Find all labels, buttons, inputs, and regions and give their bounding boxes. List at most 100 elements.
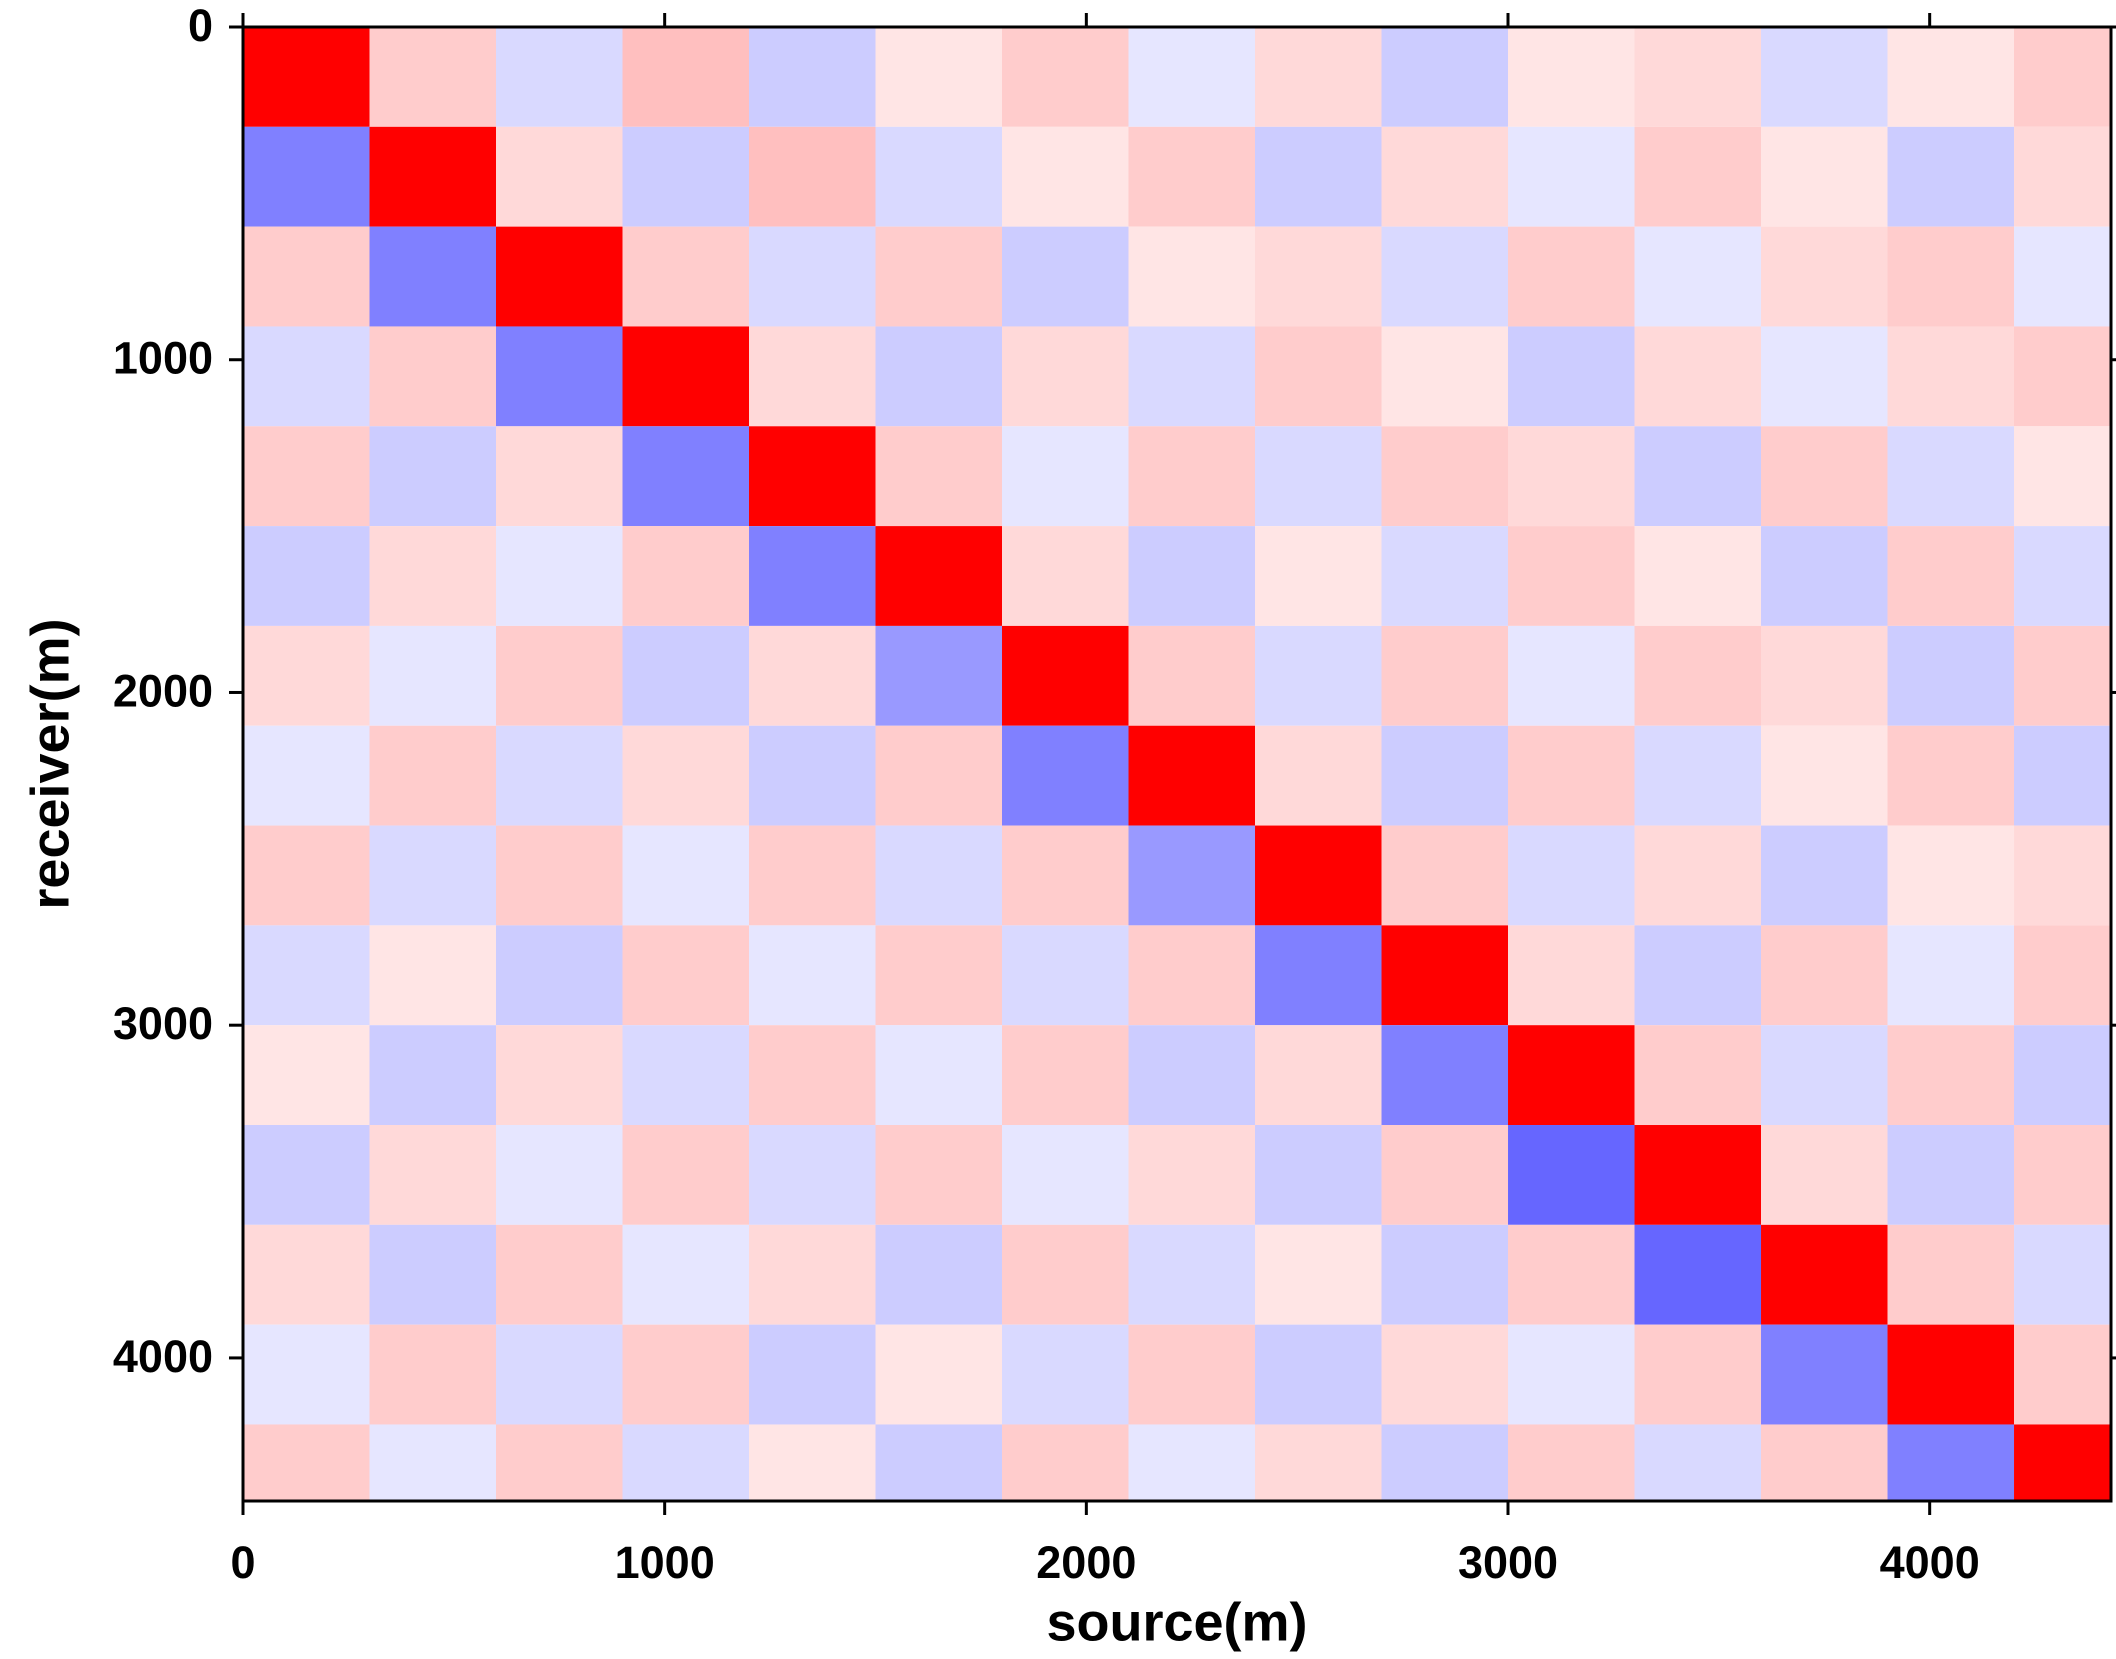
heatmap-cell	[2014, 426, 2111, 527]
heatmap-cell	[1002, 526, 1129, 626]
heatmap-cell	[1381, 526, 1509, 626]
heatmap-cell	[622, 625, 750, 726]
heatmap-cell	[875, 1025, 1003, 1126]
heatmap-cell	[622, 1224, 750, 1325]
plot-frame	[241, 25, 2113, 1503]
heatmap-cell	[1761, 1424, 1888, 1501]
heatmap-cell	[1508, 1125, 1635, 1225]
heatmap-cell	[243, 27, 370, 127]
heatmap-cell	[1128, 126, 1256, 227]
heatmap-cell	[1255, 625, 1382, 726]
heatmap-cell	[1255, 925, 1382, 1026]
heatmap-cell	[1255, 725, 1382, 826]
heatmap-cell	[1508, 226, 1635, 327]
heatmap-cell	[2014, 925, 2111, 1026]
heatmap-cell	[2014, 326, 2111, 427]
heatmap-cell	[1887, 526, 2015, 626]
heatmap-cell	[622, 1424, 750, 1501]
heatmap-cell	[369, 226, 497, 327]
heatmap-cell	[1887, 326, 2015, 427]
heatmap-cell	[1761, 1224, 1888, 1325]
heatmap-cell	[1634, 1424, 1762, 1501]
heatmap-cell	[1887, 1025, 2015, 1126]
heatmap-cell	[875, 1224, 1003, 1325]
heatmap-cell	[622, 27, 750, 127]
heatmap-cell	[1761, 1125, 1888, 1225]
heatmap-cell	[1761, 426, 1888, 527]
heatmap-cell	[1508, 1324, 1635, 1425]
heatmap-cell	[243, 925, 370, 1026]
heatmap-cell	[749, 426, 876, 527]
heatmap-cell	[1381, 27, 1509, 127]
heatmap-cell	[1508, 625, 1635, 726]
heatmap-cell	[1002, 1424, 1129, 1501]
heatmap-cell	[1508, 825, 1635, 926]
heatmap-cell	[1255, 526, 1382, 626]
heatmap-cell	[243, 126, 370, 227]
heatmap-cell	[1128, 526, 1256, 626]
heatmap-cell	[749, 1424, 876, 1501]
heatmap-cell	[622, 1324, 750, 1425]
heatmap-cell	[1508, 1224, 1635, 1325]
heatmap-cell	[1128, 27, 1256, 127]
heatmap-cell	[749, 625, 876, 726]
heatmap-cell	[1761, 625, 1888, 726]
heatmap-cell	[243, 1424, 370, 1501]
heatmap-cell	[1128, 925, 1256, 1026]
heatmap-cell	[496, 625, 623, 726]
y-tick-label: 2000	[113, 665, 213, 716]
heatmap-cell	[1761, 226, 1888, 327]
heatmap-cell	[369, 1224, 497, 1325]
heatmap-cell	[1128, 625, 1256, 726]
heatmap-cell	[622, 426, 750, 527]
heatmap-cell	[1634, 126, 1762, 227]
heatmap-cell	[243, 226, 370, 327]
heatmap-cell	[1381, 1025, 1509, 1126]
heatmap-cell	[243, 1125, 370, 1225]
heatmap-cell	[1002, 1224, 1129, 1325]
heatmap-cell	[622, 326, 750, 427]
heatmap-cell	[1381, 625, 1509, 726]
heatmap-cell	[496, 1224, 623, 1325]
heatmap-cell	[1381, 725, 1509, 826]
heatmap-cell	[1508, 426, 1635, 527]
heatmap-cell	[1002, 326, 1129, 427]
heatmap-cell	[1255, 1025, 1382, 1126]
heatmap-cell	[1508, 126, 1635, 227]
heatmap-cell	[1128, 1424, 1256, 1501]
heatmap-cell	[1634, 625, 1762, 726]
heatmap-cell	[1381, 1324, 1509, 1425]
heatmap-cell	[1634, 426, 1762, 527]
heatmap-cell	[1508, 1025, 1635, 1126]
heatmap-cell	[496, 27, 623, 127]
heatmap-cell	[2014, 526, 2111, 626]
heatmap-cell	[1761, 925, 1888, 1026]
heatmap-cell	[875, 825, 1003, 926]
x-tick-label: 0	[230, 1537, 255, 1588]
heatmap-cell	[1381, 326, 1509, 427]
heatmap-cell	[1002, 925, 1129, 1026]
heatmap-cell	[1887, 1424, 2015, 1501]
heatmap-cell	[1002, 825, 1129, 926]
heatmap-cell	[1887, 226, 2015, 327]
x-axis-label: source(m)	[1046, 1592, 1307, 1652]
heatmap-cell	[875, 226, 1003, 327]
heatmap-cell	[875, 126, 1003, 227]
heatmap-cell	[1508, 1424, 1635, 1501]
heatmap-cell	[369, 825, 497, 926]
heatmap-cell	[2014, 27, 2111, 127]
heatmap-cell	[369, 326, 497, 427]
heatmap-cell	[243, 526, 370, 626]
heatmap-cell	[1128, 326, 1256, 427]
heatmap-cell	[1381, 1224, 1509, 1325]
heatmap-cell	[243, 725, 370, 826]
heatmap-cell	[1634, 725, 1762, 826]
heatmap-cell	[749, 1324, 876, 1425]
y-tick-label: 3000	[113, 998, 213, 1049]
heatmap-cell	[2014, 1424, 2111, 1501]
heatmap-cell	[622, 1025, 750, 1126]
heatmap-cell	[1128, 1324, 1256, 1425]
heatmap-cell	[2014, 1224, 2111, 1325]
x-tick-label: 1000	[615, 1537, 715, 1588]
